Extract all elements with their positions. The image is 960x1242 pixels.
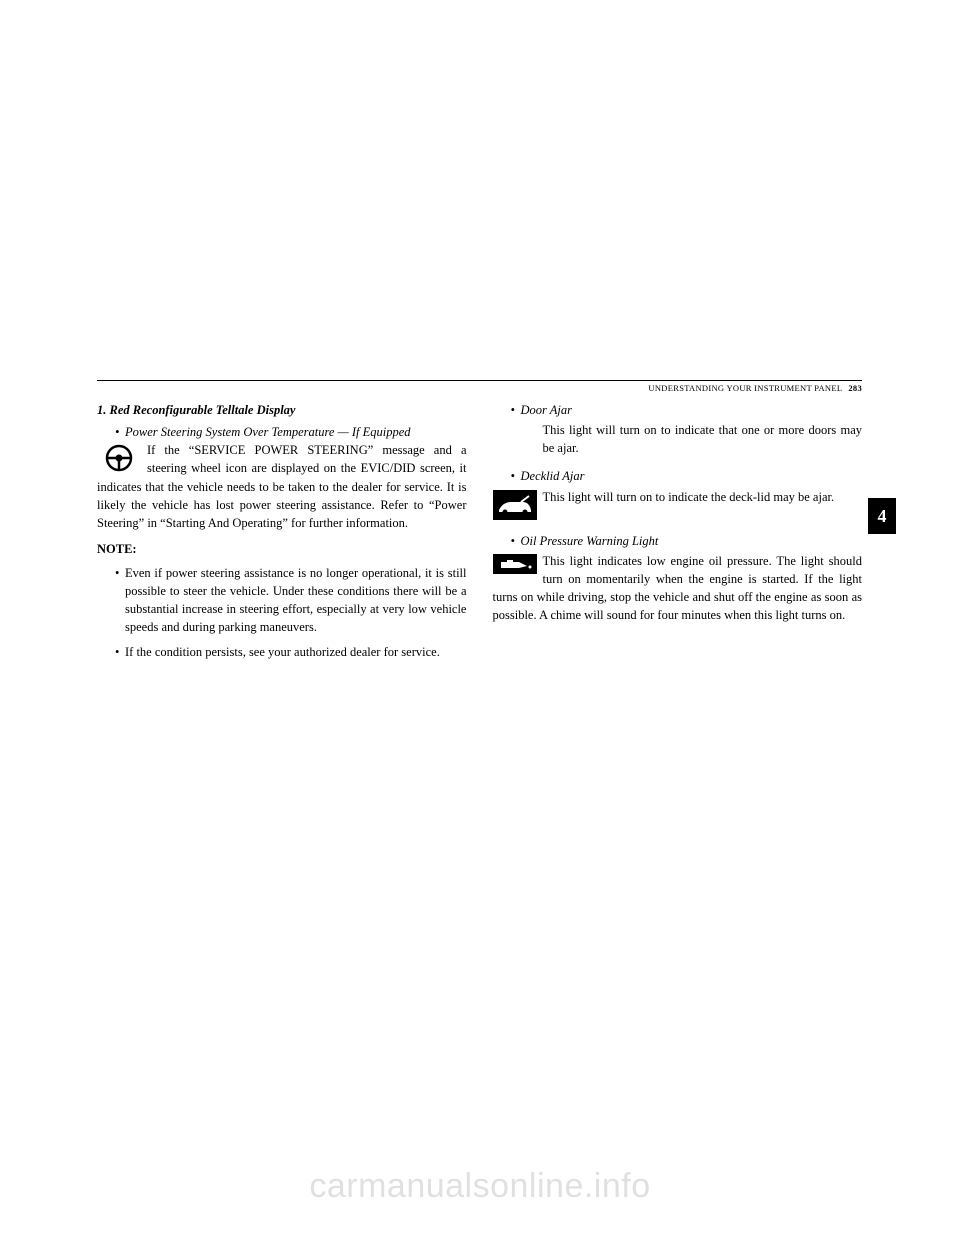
bullet-title: •Power Steering System Over Temperature … xyxy=(115,423,467,441)
manual-page: UNDERSTANDING YOUR INSTRUMENT PANEL 283 … xyxy=(97,380,862,815)
note-bullets: •Even if power steering assistance is no… xyxy=(115,564,467,661)
note-label: NOTE: xyxy=(97,540,467,558)
item-title: 1. Red Reconfigurable Telltale Display xyxy=(97,401,467,419)
decklid-ajar-icon xyxy=(493,490,537,520)
header-rule xyxy=(97,380,862,381)
content-columns: 1. Red Reconfigurable Telltale Display •… xyxy=(97,401,862,667)
section-tab-number: 4 xyxy=(878,506,887,527)
steering-wheel-icon xyxy=(97,443,141,473)
item-body-text: This light indicates low engine oil pres… xyxy=(493,554,863,622)
item-body-text: This light will turn on to indicate that… xyxy=(543,423,863,455)
item-body: This light indicates low engine oil pres… xyxy=(493,552,863,625)
note-bullet-text: If the condition persists, see your auth… xyxy=(125,643,440,661)
telltale-item-oil-pressure: •Oil Pressure Warning Light This light i… xyxy=(493,532,863,625)
oil-can-icon xyxy=(493,554,537,574)
item-title-text: Decklid Ajar xyxy=(521,469,585,483)
item-body: This light will turn on to indicate that… xyxy=(493,421,863,457)
note-bullet: •Even if power steering assistance is no… xyxy=(115,564,467,637)
main-paragraph-text: If the “SERVICE POWER STEERING” message … xyxy=(97,443,467,530)
bullet-title-text: Power Steering System Over Temperature —… xyxy=(125,425,411,439)
section-tab: 4 xyxy=(868,498,896,534)
note-bullet: •If the condition persists, see your aut… xyxy=(115,643,467,661)
item-bullet-title: •Oil Pressure Warning Light xyxy=(511,532,863,550)
header-page-number: 283 xyxy=(848,383,862,393)
left-column: 1. Red Reconfigurable Telltale Display •… xyxy=(97,401,467,667)
item-body: This light will turn on to indicate the … xyxy=(493,488,863,522)
telltale-item-door-ajar: •Door Ajar This light will turn on to in… xyxy=(493,401,863,457)
item-bullet-title: •Door Ajar xyxy=(511,401,863,419)
item-bullet-title: •Decklid Ajar xyxy=(511,467,863,485)
watermark: carmanualsonline.info xyxy=(0,1167,960,1206)
item-title-text: Oil Pressure Warning Light xyxy=(521,534,659,548)
header-section-title: UNDERSTANDING YOUR INSTRUMENT PANEL xyxy=(648,383,842,393)
blank-icon xyxy=(493,423,537,453)
item-body-text: This light will turn on to indicate the … xyxy=(543,490,835,504)
page-header: UNDERSTANDING YOUR INSTRUMENT PANEL 283 xyxy=(97,383,862,393)
right-column: •Door Ajar This light will turn on to in… xyxy=(493,401,863,667)
note-bullet-text: Even if power steering assistance is no … xyxy=(125,564,467,637)
telltale-item-decklid-ajar: •Decklid Ajar This light will turn on to… xyxy=(493,467,863,521)
main-paragraph: If the “SERVICE POWER STEERING” message … xyxy=(97,441,467,532)
item-title-text: Door Ajar xyxy=(521,403,573,417)
